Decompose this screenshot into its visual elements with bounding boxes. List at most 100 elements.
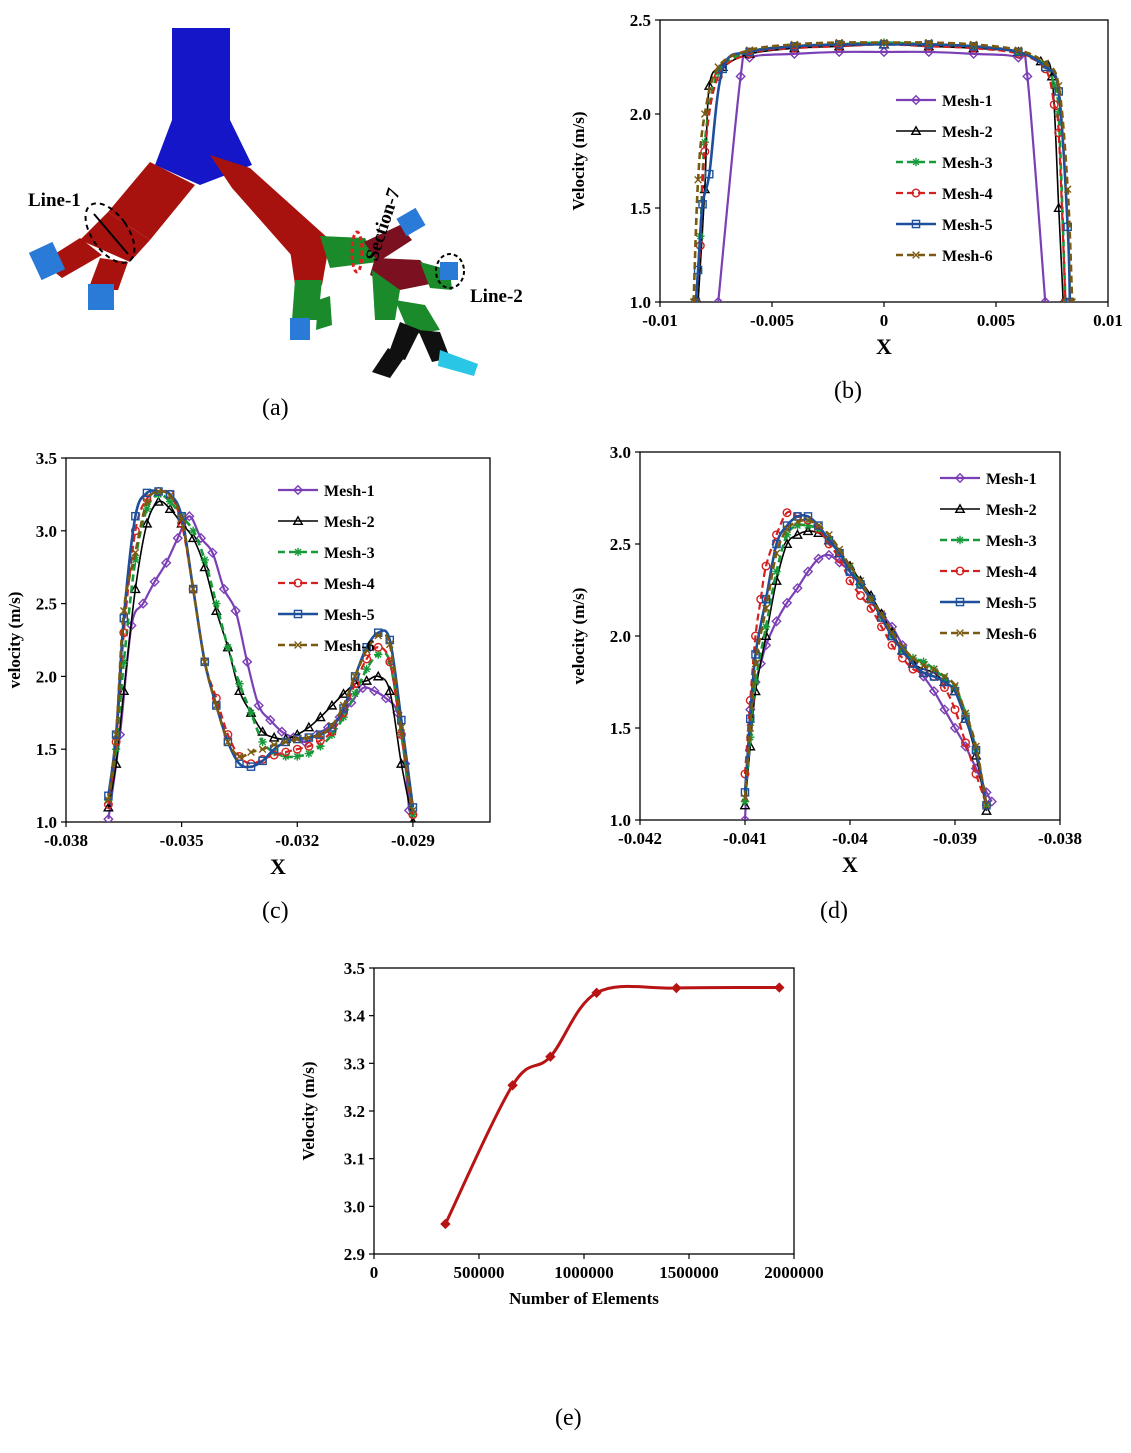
data-point (961, 738, 970, 748)
data-point (693, 265, 703, 275)
data-point (879, 40, 889, 49)
data-point (545, 1051, 556, 1062)
x-tick-label: 0 (880, 311, 889, 330)
data-point (940, 683, 949, 693)
data-point (119, 657, 129, 667)
y-tick-label: 1.5 (36, 740, 57, 759)
data-point (772, 549, 781, 558)
data-point (149, 576, 160, 587)
data-point (877, 610, 886, 618)
data-point (740, 797, 750, 806)
data-point (814, 521, 823, 530)
data-point (751, 650, 760, 659)
data-point (328, 722, 336, 730)
data-point (961, 709, 970, 718)
legend-item: Mesh-2 (278, 514, 375, 531)
x-tick-label: 0.01 (1093, 311, 1123, 330)
data-point (199, 561, 211, 572)
data-point (691, 297, 701, 302)
data-point (746, 724, 755, 732)
caption-d: (d) (820, 898, 848, 924)
data-point (1022, 71, 1033, 82)
data-point (813, 553, 824, 564)
data-point (802, 566, 814, 577)
legend-label: Mesh-2 (986, 502, 1037, 519)
data-point (1050, 81, 1059, 90)
data-point (338, 688, 349, 698)
legend-item: Mesh-5 (940, 595, 1037, 612)
legend-marker (293, 578, 303, 588)
legend: Mesh-1 Mesh-2 Mesh-3 Mesh-4 Mesh-5 Mesh-6 (896, 93, 993, 265)
data-point (200, 555, 209, 565)
legend-marker (954, 503, 966, 514)
data-point (350, 672, 360, 681)
data-point (362, 646, 371, 655)
data-point (154, 487, 163, 496)
legend-item: Mesh-1 (896, 93, 993, 110)
legend-item: Mesh-6 (278, 638, 375, 655)
data-point (258, 737, 267, 747)
y-tick-label: 3.2 (344, 1102, 365, 1121)
series-mesh-2 (694, 38, 1067, 302)
data-point (395, 758, 407, 768)
data-point (230, 605, 241, 617)
data-point (212, 701, 221, 710)
data-point (397, 723, 406, 732)
legend-marker (912, 251, 920, 259)
data-point (218, 583, 230, 595)
data-point (880, 38, 888, 47)
legend: Mesh-1 Mesh-2 Mesh-3 Mesh-4 Mesh-5 Mesh-6 (940, 471, 1037, 643)
data-point (949, 722, 961, 734)
data-point (142, 504, 152, 514)
series-line (717, 50, 1047, 302)
data-point (802, 525, 814, 536)
data-point (867, 595, 875, 604)
series-line (694, 43, 1067, 302)
legend-item: Mesh-4 (940, 564, 1037, 581)
data-point (165, 497, 175, 506)
legend: Mesh-1 Mesh-2 Mesh-3 Mesh-4 Mesh-5 Mesh-6 (278, 483, 375, 655)
data-point (141, 517, 153, 528)
data-point (223, 643, 233, 652)
data-point (212, 599, 221, 608)
data-point (888, 628, 896, 637)
data-point (1014, 47, 1023, 57)
data-point (789, 48, 800, 60)
data-point (761, 561, 771, 571)
data-point (856, 576, 865, 585)
data-point (195, 532, 207, 544)
data-point (1014, 46, 1023, 54)
data-point (790, 42, 799, 51)
x-tick-label: 1500000 (659, 1263, 719, 1282)
data-point (224, 738, 232, 746)
legend-marker (910, 125, 922, 136)
data-point (112, 730, 120, 739)
x-tick-label: -0.042 (618, 829, 662, 848)
plot-frame (373, 967, 795, 1255)
legend-marker (293, 609, 303, 619)
data-point (374, 631, 383, 640)
data-point (700, 147, 710, 157)
series-line (697, 43, 1064, 302)
y-tick-label: 2.9 (344, 1245, 365, 1264)
legend-label: Mesh-5 (986, 595, 1037, 612)
data-point (986, 796, 997, 807)
data-point (783, 525, 791, 534)
y-tick-label: 1.5 (630, 199, 651, 218)
legend-item: Mesh-6 (940, 626, 1037, 643)
data-point (739, 799, 751, 810)
legend-item: Mesh-2 (940, 502, 1037, 519)
series-mesh-1 (713, 46, 1051, 302)
legend-item: Mesh-4 (278, 576, 375, 593)
caption-a: (a) (262, 395, 289, 421)
data-point (315, 711, 326, 722)
data-point (268, 731, 280, 742)
series-mesh-4 (740, 508, 991, 810)
x-tick-label: 500000 (454, 1263, 505, 1282)
data-point (316, 730, 325, 739)
data-point (792, 582, 803, 594)
data-point (1063, 185, 1072, 194)
data-point (591, 987, 602, 998)
legend-label: Mesh-2 (942, 124, 993, 141)
data-point (834, 40, 844, 49)
